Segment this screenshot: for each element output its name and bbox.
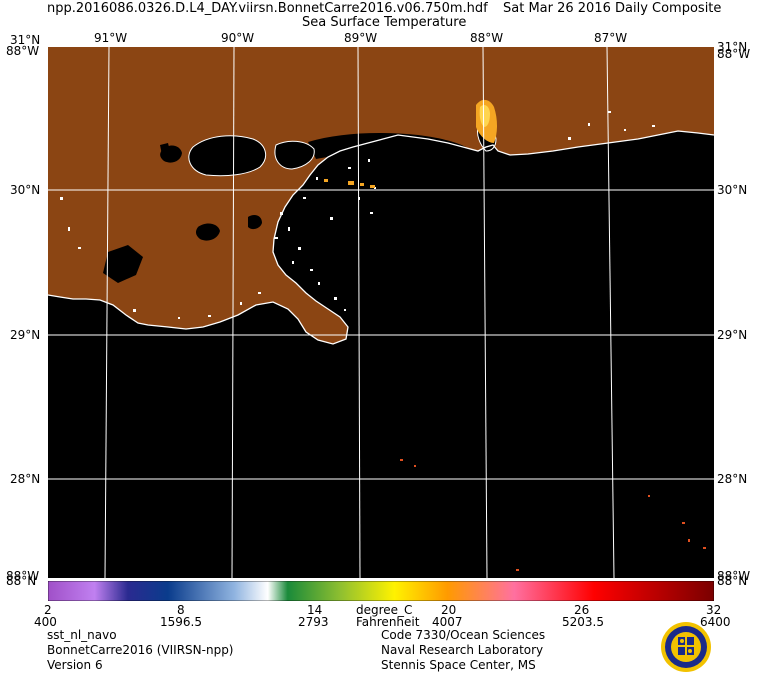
corner-label-top-left-stack: 88°W <box>6 44 40 58</box>
dataset-name: BonnetCarre2016 (VIIRSN-npp) <box>47 643 234 657</box>
colorbar-scaled-tick: 400 <box>34 615 57 629</box>
file-name-title: npp.2016086.0326.D.L4_DAY.viirsn.BonnetC… <box>47 1 488 16</box>
colorbar-scaled-tick: 5203.5 <box>562 615 604 629</box>
lat-label-29n-right: 29°N <box>717 328 748 342</box>
lat-label-30n-right: 30°N <box>717 183 748 197</box>
corner-label-bottom-left: 88°W <box>6 569 40 583</box>
meridian-90w <box>231 47 235 578</box>
lon-label-91w: 91°W <box>94 31 128 45</box>
meridian-88w <box>482 47 488 578</box>
colorbar-celsius-tick: 2 <box>44 603 52 617</box>
lake-pontchartrain <box>188 135 266 176</box>
graticule <box>48 47 714 578</box>
sst-map <box>48 47 714 578</box>
colorbar-celsius-tick: 20 <box>441 603 457 617</box>
colorbar-celsius-tick: 8 <box>177 603 185 617</box>
colorbar-unit-celsius: degree_C <box>356 603 413 617</box>
lat-label-28n-left: 28°N <box>10 472 41 486</box>
product-title: Sea Surface Temperature <box>302 15 467 30</box>
nrl-seal-logo <box>661 622 711 672</box>
sst-scattered-warm-pixels <box>400 459 706 571</box>
sst-colorbar <box>48 581 714 601</box>
coastline <box>48 130 714 345</box>
lon-label-89w: 89°W <box>344 31 378 45</box>
mississippi-sound <box>308 133 466 159</box>
corner-label-top-right: 31°N <box>717 40 748 54</box>
corner-label-bottom-left-stack: 88°N <box>6 574 37 588</box>
algorithm-name: sst_nl_navo <box>47 628 117 642</box>
composite-date: Sat Mar 26 2016 Daily Composite <box>503 1 722 16</box>
corner-label-bottom-right: 88°W <box>717 569 751 583</box>
lon-label-87w: 87°W <box>594 31 628 45</box>
version-label: Version 6 <box>47 658 103 672</box>
lake-borgne <box>274 141 315 169</box>
colorbar-unit-fahrenheit: Fahrenheit <box>356 615 420 629</box>
corner-label-top-left: 31°N <box>10 33 41 47</box>
interior-lake-west <box>160 143 170 155</box>
land-mass <box>48 47 714 344</box>
colorbar-celsius-tick: 14 <box>307 603 323 617</box>
lat-label-29n-left: 29°N <box>10 328 41 342</box>
lat-label-28n-right: 28°N <box>717 472 748 486</box>
lon-label-90w: 90°W <box>221 31 255 45</box>
colorbar-scaled-tick: 4007 <box>432 615 463 629</box>
meridian-89w <box>357 47 361 578</box>
corner-label-bottom-right-stack: 88°N <box>717 574 748 588</box>
interior-lake-delta <box>248 215 262 230</box>
organization-name: Naval Research Laboratory <box>381 643 544 657</box>
colorbar-gradient <box>48 581 714 601</box>
lake-salvador <box>195 223 220 241</box>
meridian-91w <box>104 47 110 578</box>
corner-label-top-right-stack: 88°W <box>717 47 751 61</box>
organization-location: Stennis Space Center, MS <box>381 658 536 672</box>
lon-label-88w: 88°W <box>470 31 504 45</box>
colorbar-scaled-tick: 1596.5 <box>160 615 202 629</box>
colorbar-scaled-tick: 6400 <box>700 615 731 629</box>
marsh-open-water <box>103 245 143 283</box>
colorbar-celsius-tick: 32 <box>706 603 722 617</box>
colorbar-scaled-tick: 2793 <box>298 615 329 629</box>
colorbar-celsius-tick: 26 <box>574 603 590 617</box>
sst-warm-patches-sound <box>324 179 375 188</box>
lat-label-30n-left: 30°N <box>10 183 41 197</box>
meridian-87w <box>606 47 615 578</box>
organization-code: Code 7330/Ocean Sciences <box>381 628 546 642</box>
sst-warm-patch-mobile-bay-light <box>479 105 490 127</box>
